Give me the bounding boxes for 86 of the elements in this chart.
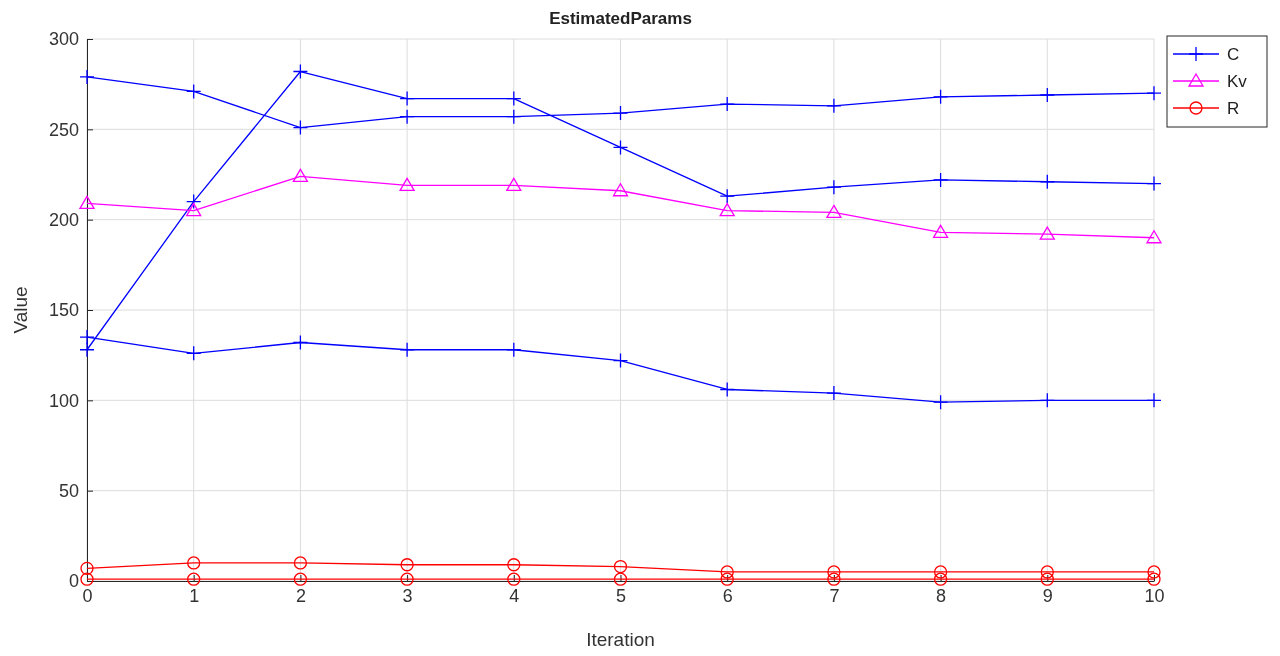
point xyxy=(507,572,521,586)
x-tick-label: 5 xyxy=(615,585,627,606)
point xyxy=(932,172,949,188)
y-tick-label: 250 xyxy=(48,119,79,140)
x-tick-label: 0 xyxy=(82,585,93,606)
x-tick-label: 2 xyxy=(295,585,306,606)
point xyxy=(827,572,841,586)
point xyxy=(1146,230,1162,244)
x-tick-label: 6 xyxy=(722,585,733,606)
point xyxy=(400,572,414,586)
point xyxy=(80,572,94,586)
y-tick-label: 200 xyxy=(48,209,79,230)
point xyxy=(826,98,842,114)
point xyxy=(186,202,202,217)
point xyxy=(1039,87,1055,103)
point xyxy=(720,565,734,579)
point xyxy=(612,352,629,369)
point xyxy=(826,179,842,195)
x-axis-title: Iteration xyxy=(586,629,655,650)
point xyxy=(186,83,202,100)
point xyxy=(186,193,202,210)
x-tick-label: 9 xyxy=(1042,585,1053,606)
point xyxy=(933,565,948,579)
point xyxy=(506,177,522,191)
point xyxy=(612,105,629,121)
point xyxy=(79,329,95,345)
point xyxy=(1040,565,1054,579)
y-tick-label: 100 xyxy=(48,390,79,411)
y-axis-title: Value xyxy=(10,286,31,334)
point xyxy=(293,572,308,586)
point xyxy=(506,90,522,107)
x-tick-label: 3 xyxy=(402,585,413,606)
point xyxy=(933,572,948,586)
x-tick-label: 1 xyxy=(189,585,200,606)
point xyxy=(293,556,308,570)
point xyxy=(79,195,95,210)
point xyxy=(399,109,415,125)
point xyxy=(932,224,949,238)
point xyxy=(506,342,522,358)
x-tick-label: 8 xyxy=(936,585,947,606)
point xyxy=(187,572,201,586)
point xyxy=(827,565,841,579)
y-tick-label: 0 xyxy=(68,571,79,592)
point xyxy=(720,572,734,586)
point xyxy=(292,334,309,351)
point xyxy=(1146,85,1162,101)
point xyxy=(1146,175,1162,192)
point xyxy=(719,188,735,204)
point xyxy=(719,202,735,217)
point xyxy=(187,556,201,570)
point xyxy=(613,559,628,574)
legend-label: R xyxy=(1227,99,1240,118)
point xyxy=(826,385,842,401)
y-tick-label: 50 xyxy=(58,480,79,501)
point xyxy=(400,558,414,572)
point xyxy=(79,342,95,358)
x-tick-label: 4 xyxy=(509,585,520,606)
point xyxy=(79,69,95,85)
point xyxy=(186,345,202,362)
point xyxy=(292,168,309,182)
point xyxy=(292,63,309,80)
legend-label: Kv xyxy=(1227,72,1248,91)
point xyxy=(1147,572,1161,586)
point xyxy=(292,119,309,136)
point xyxy=(719,381,735,398)
point xyxy=(399,177,415,191)
point xyxy=(80,561,94,575)
point xyxy=(932,394,949,410)
point xyxy=(826,204,842,219)
y-tick-label: 300 xyxy=(48,29,79,50)
point xyxy=(1040,572,1054,586)
x-tick-label: 7 xyxy=(829,585,840,606)
x-tick-label: 10 xyxy=(1144,585,1165,606)
point xyxy=(1147,565,1161,579)
point xyxy=(1039,226,1055,240)
point xyxy=(1146,392,1162,408)
point xyxy=(1039,174,1055,190)
chart-title: EstimatedParams xyxy=(549,9,692,28)
point xyxy=(399,90,415,107)
point xyxy=(932,89,949,105)
point xyxy=(507,558,521,572)
legend-label: C xyxy=(1227,45,1240,64)
point xyxy=(612,139,629,156)
point xyxy=(613,572,628,586)
y-tick-label: 150 xyxy=(48,300,79,321)
point xyxy=(612,183,629,197)
